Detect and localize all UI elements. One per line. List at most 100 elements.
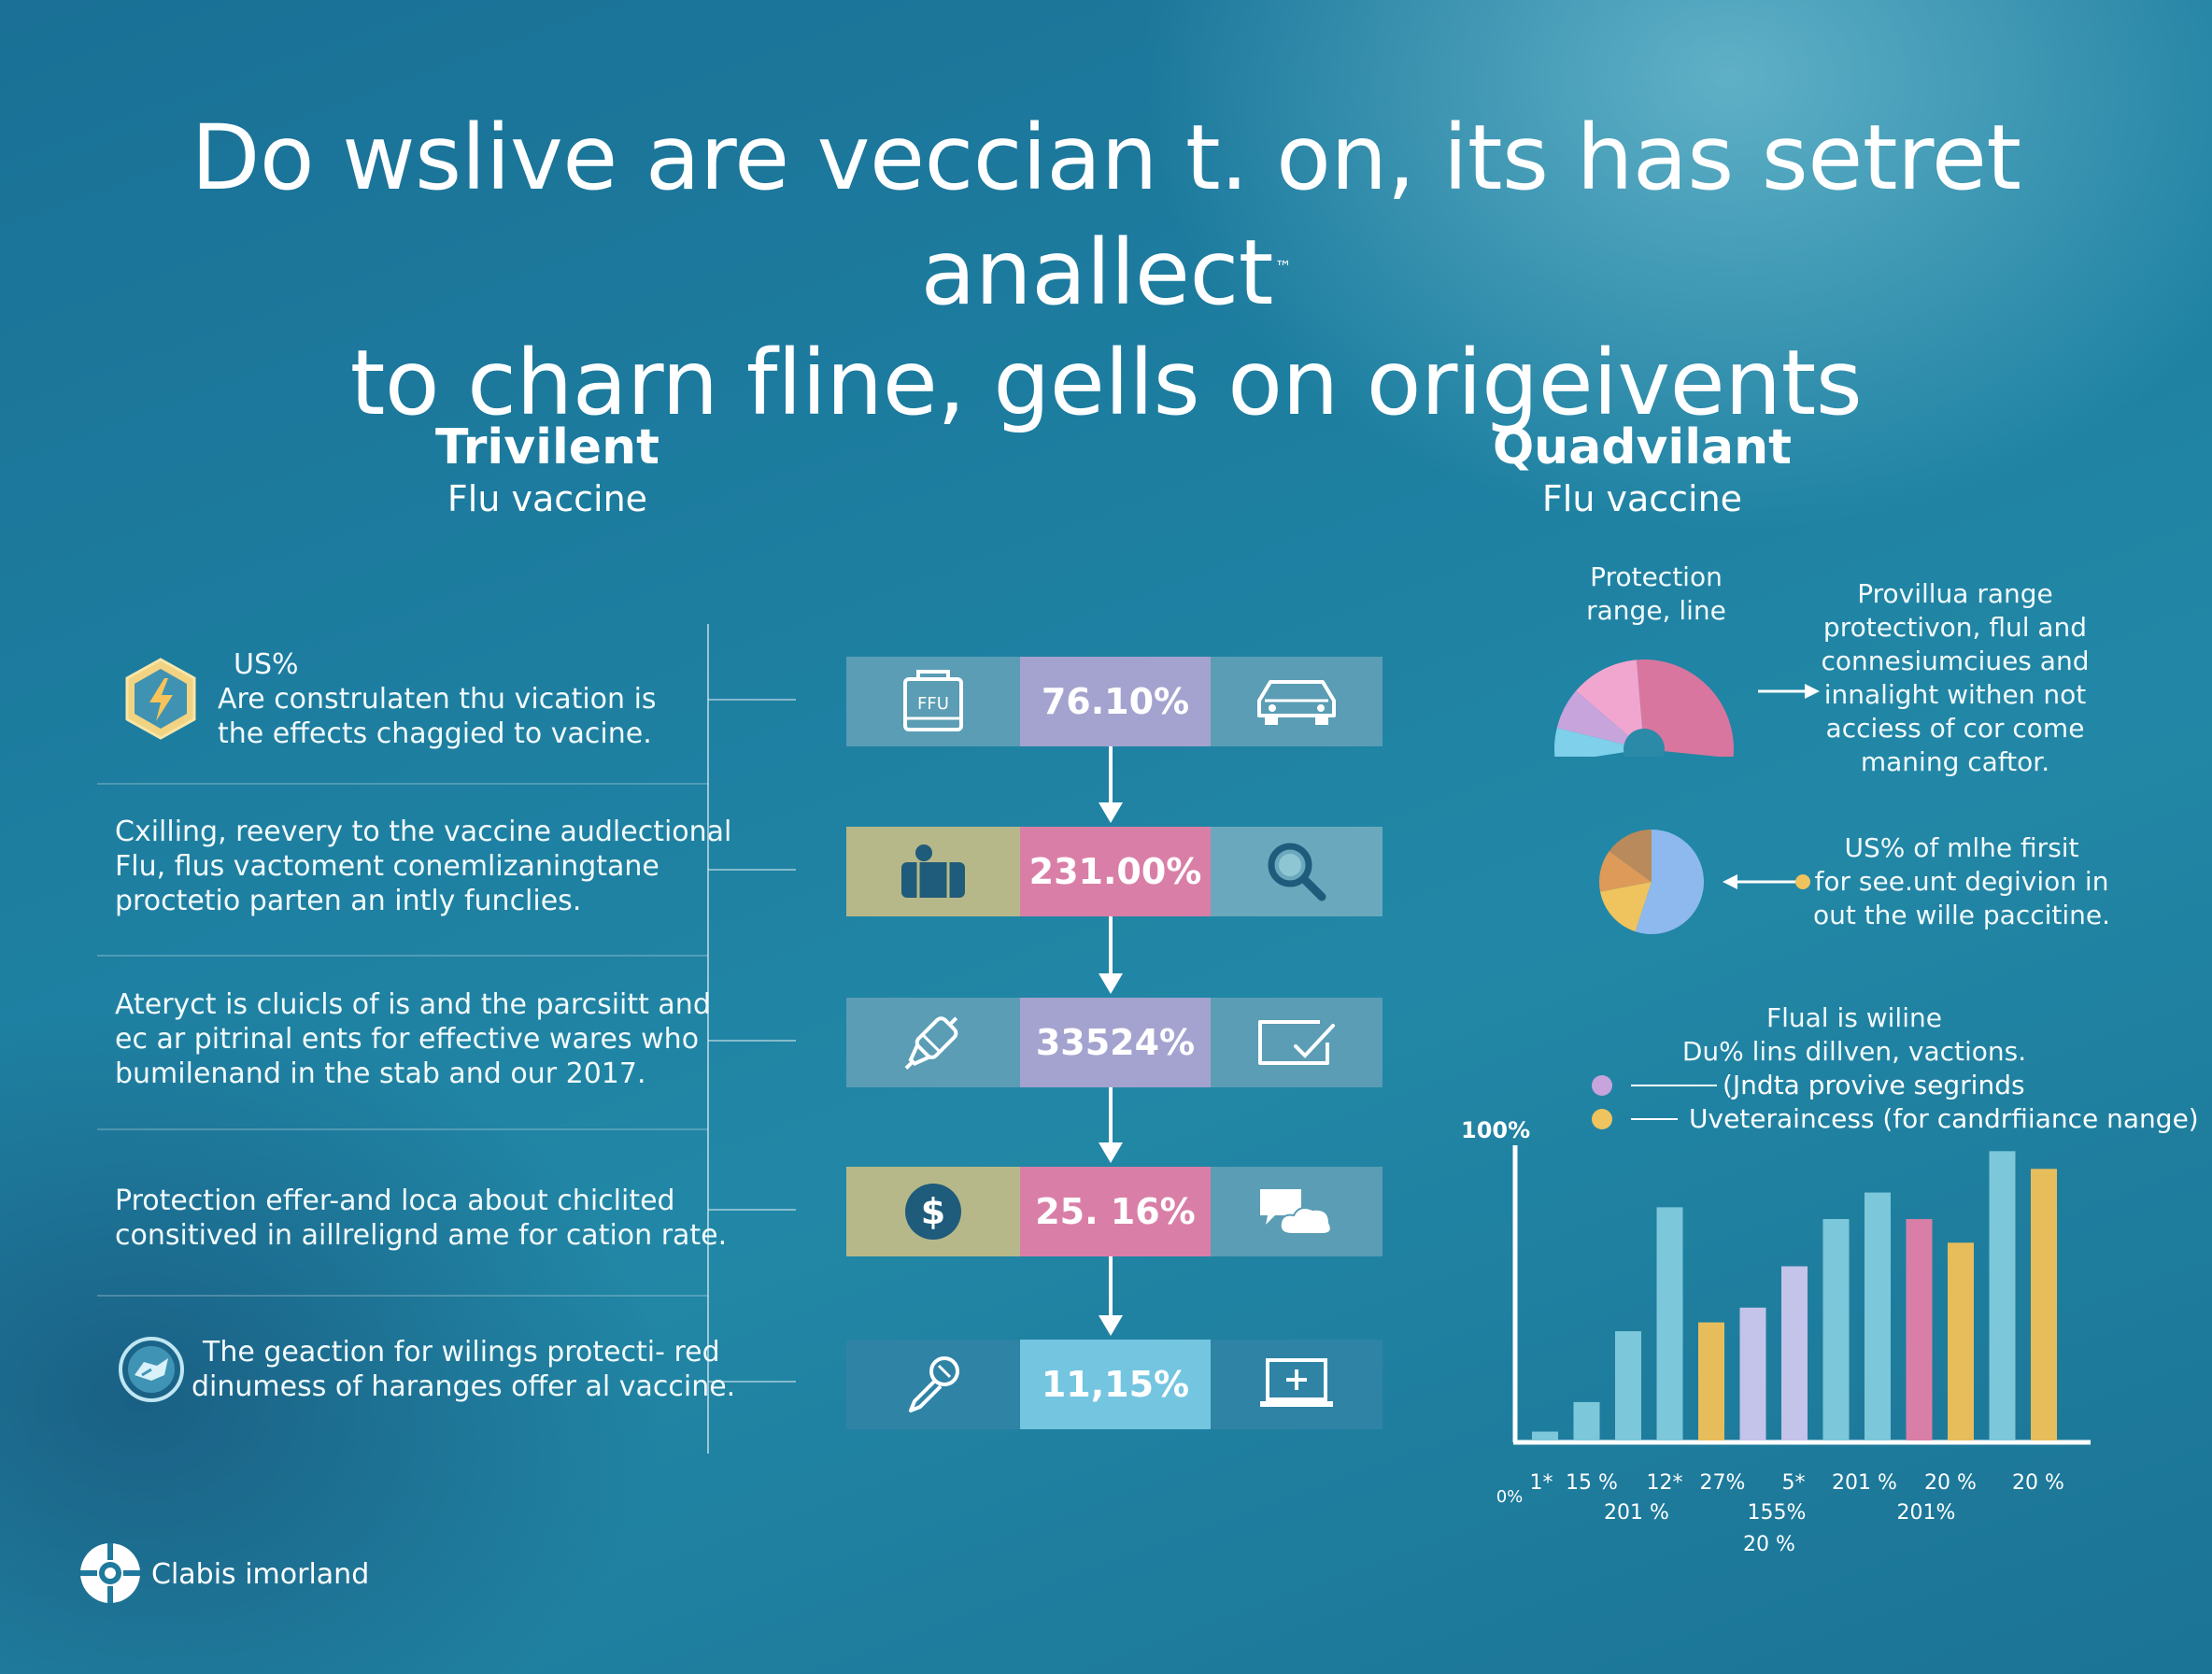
cloud-chat-icon [1260,1189,1332,1235]
brand-logo-icon [80,1543,140,1603]
x-tick-labels: 0% 1* 15 % 12* 27% 5* 201 % 20 % 20 % 20… [1496,1471,2064,1556]
quadrivalent-heading: Quadvilant Flu vaccine [1409,418,1876,521]
pie-chart-1 [1554,660,1734,757]
trademark-mark: ™ [1274,258,1292,277]
title-line-1: Do wslive are veccian t. on, its has set… [191,106,2021,325]
dollar-icon: $ [905,1184,961,1240]
connector-1 [708,699,796,701]
bar-3 [1615,1331,1641,1440]
bar-13 [2031,1169,2057,1440]
legend-label-1: (Jndta provive segrinds [1723,1070,2025,1100]
pie1-slice-1 [1636,660,1734,757]
briefcase-icon [901,844,965,898]
pie2-slice-1 [1635,830,1704,934]
flow-row-1-right [1211,657,1382,746]
flow-arrow-1 [1099,746,1123,823]
chart-note: Flual is wiline Du% lins dillven, vactio… [1681,1002,2027,1067]
car-icon [1257,680,1336,725]
tick-label-3: 12* [1647,1471,1683,1495]
bar-chart: 100% 0% 1* 15 % 12* 27% 5* 201 % 20 % 20… [1461,1117,2091,1556]
tick-label-12: 20 % [1743,1533,1795,1556]
trivalent-title: Trivilent [435,419,659,475]
bar-10 [1906,1219,1933,1440]
bar-7 [1781,1266,1808,1440]
tick-label-4: 27% [1700,1471,1746,1495]
pie2-slice-3 [1599,851,1652,892]
flow-row-4-value: 25. 16% [1020,1167,1211,1256]
bar-11 [1948,1242,1974,1440]
quadrivalent-title: Quadvilant [1492,419,1793,475]
trivalent-item-3: Ateryct is cluicls of is and the parcsii… [115,988,711,1090]
bar-5 [1698,1322,1724,1440]
bar-12 [1989,1151,2016,1440]
pie1-slice-2 [1575,660,1644,749]
flow-row-2-value: 231.00% [1020,827,1211,916]
pie1-note: Provillua range protectivon, flul and co… [1821,578,2090,777]
flow-row-5-value: 11,15% [1020,1340,1211,1429]
flow-row-3-right [1211,998,1382,1087]
trivalent-item-4: Protection effer-and loca about chiclite… [115,1185,728,1252]
flow-row-2: 231.00% [846,827,1382,916]
flow-row-3-value: 33524% [1020,998,1211,1087]
bar-1 [1532,1431,1558,1440]
quadrivalent-subtitle: Flu vaccine [1541,478,1743,519]
tick-label-2: 15 % [1566,1471,1618,1495]
flow-row-2-right [1211,827,1382,916]
connector-3 [708,1040,796,1042]
pie2-arrow [1723,874,1810,889]
bar-9 [1865,1192,1891,1440]
pie-chart-2 [1599,830,1704,934]
bar-8 [1822,1219,1850,1440]
flow-row-4-right [1211,1167,1382,1256]
check-box-icon [1258,1020,1335,1065]
flow-row-1-value: 76.10% [1020,657,1211,746]
lightning-hexagon-icon [125,658,196,740]
flow-arrow-2 [1099,916,1123,994]
origin-label: 0% [1496,1487,1524,1507]
pie2-slice-4 [1609,830,1652,882]
chart-legend: (Jndta provive segrinds Uveteraincess (f… [1592,1069,2199,1136]
page-title: Do wslive are veccian t. on, its has set… [78,103,2134,438]
section-divider-3 [97,1128,708,1130]
trivalent-item-2: Cxilling, reevery to the vaccine audlect… [115,816,732,917]
pie1-arrow [1758,684,1820,699]
trivalent-heading: Trivilent Flu vaccine [314,418,781,521]
legend-label-2: Uveteraincess (for candrfiiance nange) [1689,1103,2199,1134]
flow-row-5-right [1211,1340,1382,1429]
pie1-slice-4 [1554,728,1644,757]
pie1-hub [1624,729,1665,757]
section-divider-1 [97,783,708,785]
section-divider-4 [97,1295,708,1297]
title-line-2: to charn fline, gells on origeivents [349,331,1863,435]
y-axis-top-label: 100% [1461,1117,1530,1143]
bar-6 [1739,1307,1766,1440]
legend-line-1 [1631,1085,1717,1086]
flow-row-5-left [846,1340,1020,1429]
trivalent-item-1-tag: US% [234,648,299,681]
bars-group [1532,1151,2057,1440]
pie1-slice-3 [1556,690,1644,749]
connector-5 [708,1381,796,1383]
syringe-icon [904,1016,958,1070]
legend-item-2: Uveteraincess (for candrfiiance nange) [1592,1102,2199,1136]
tick-label-1: 1* [1530,1471,1553,1495]
brand-name: Clabis imorland [151,1558,370,1591]
magnifier-icon [1268,843,1326,901]
flow-row-4-left: $ [846,1167,1020,1256]
trivalent-item-1: Are construlaten thu vication is the eff… [218,683,657,750]
tick-label-9: 201 % [1604,1501,1669,1525]
legend-swatch-1 [1592,1075,1612,1096]
pie1-label: Protection range, line [1586,561,1726,626]
legend-line-2 [1631,1118,1678,1120]
tick-label-7: 20 % [1924,1471,1977,1495]
tick-label-5: 5* [1782,1471,1806,1495]
flow-row-1-left: FFU [846,657,1020,746]
tick-label-8: 20 % [2012,1471,2064,1495]
flow-row-2-left [846,827,1020,916]
section-divider-2 [97,955,708,957]
svg-text:FFU: FFU [917,694,949,714]
trivalent-subtitle: Flu vaccine [447,478,648,519]
pie2-slice-2 [1599,882,1652,932]
bar-2 [1573,1401,1600,1440]
flow-arrow-3 [1099,1087,1123,1163]
